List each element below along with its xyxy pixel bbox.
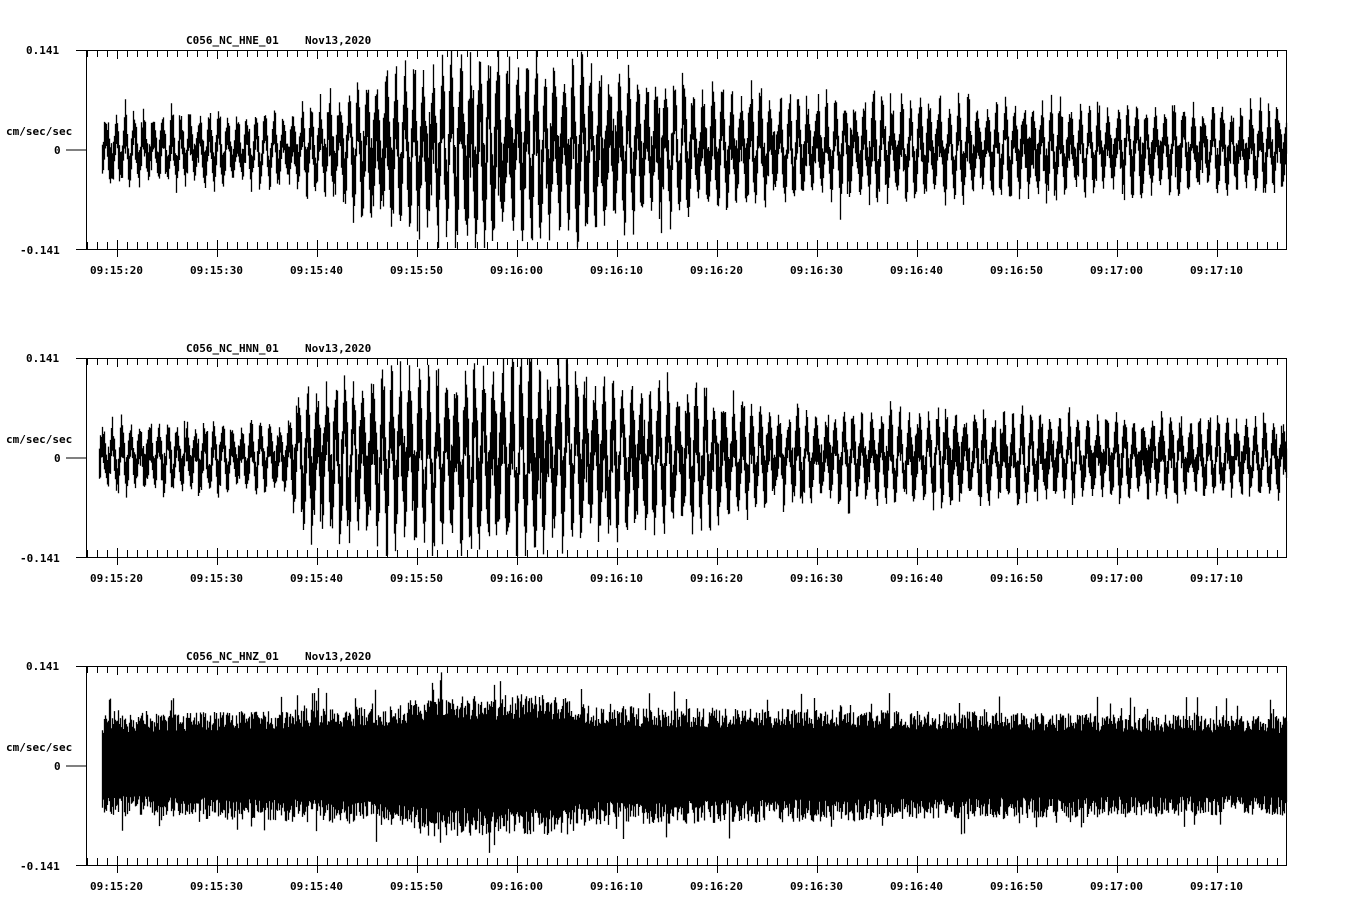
y-tick-zero: 0 <box>54 452 61 465</box>
plot-panel-hnz: C056_NC_HNZ_01 Nov13,2020 0.141 cm/sec/s… <box>0 616 1358 924</box>
plot-title-date: Nov13,2020 <box>305 650 372 663</box>
x-tick-label: 09:16:40 <box>890 264 943 277</box>
x-tick-label: 09:16:50 <box>990 572 1043 585</box>
plot-title-station: C056_NC_HNE_01 <box>186 34 279 47</box>
plot-hnz <box>66 666 1288 873</box>
plot-hne <box>66 50 1288 257</box>
y-axis-label: cm/sec/sec <box>6 125 73 138</box>
x-tick-label: 09:16:40 <box>890 572 943 585</box>
x-tick-label: 09:15:40 <box>290 880 343 893</box>
x-tick-label: 09:15:20 <box>90 880 143 893</box>
y-axis-label: cm/sec/sec <box>6 433 73 446</box>
x-tick-label: 09:16:30 <box>790 264 843 277</box>
y-tick-min: -0.141 <box>20 860 60 873</box>
x-tick-label: 09:16:50 <box>990 880 1043 893</box>
x-tick-label: 09:15:20 <box>90 264 143 277</box>
x-tick-label: 09:16:20 <box>690 880 743 893</box>
x-tick-label: 09:17:00 <box>1090 264 1143 277</box>
x-tick-label: 09:16:10 <box>590 572 643 585</box>
y-axis-label: cm/sec/sec <box>6 741 73 754</box>
x-tick-label: 09:17:10 <box>1190 880 1243 893</box>
x-tick-label: 09:15:20 <box>90 572 143 585</box>
x-tick-label: 09:15:50 <box>390 880 443 893</box>
x-tick-label: 09:15:40 <box>290 264 343 277</box>
plot-panel-hne: C056_NC_HNE_01 Nov13,2020 0.141 cm/sec/s… <box>0 0 1358 308</box>
x-tick-label: 09:16:10 <box>590 264 643 277</box>
plot-title-station: C056_NC_HNZ_01 <box>186 650 279 663</box>
x-tick-label: 09:17:00 <box>1090 880 1143 893</box>
x-tick-label: 09:15:50 <box>390 572 443 585</box>
plot-title-date: Nov13,2020 <box>305 34 372 47</box>
y-tick-min: -0.141 <box>20 552 60 565</box>
x-tick-label: 09:15:30 <box>190 572 243 585</box>
plot-title-date: Nov13,2020 <box>305 342 372 355</box>
waveform-trace <box>101 51 1288 248</box>
y-tick-max: 0.141 <box>26 660 60 673</box>
x-tick-label: 09:15:30 <box>190 880 243 893</box>
y-tick-min: -0.141 <box>20 244 60 257</box>
y-tick-max: 0.141 <box>26 44 60 57</box>
x-tick-label: 09:16:50 <box>990 264 1043 277</box>
y-tick-zero: 0 <box>54 760 61 773</box>
y-tick-max: 0.141 <box>26 352 60 365</box>
x-tick-label: 09:17:10 <box>1190 572 1243 585</box>
x-tick-label: 09:16:00 <box>490 264 543 277</box>
x-tick-label: 09:16:30 <box>790 572 843 585</box>
waveform-trace <box>101 672 1288 853</box>
waveform-trace <box>98 359 1288 556</box>
plot-title-station: C056_NC_HNN_01 <box>186 342 279 355</box>
x-tick-label: 09:16:40 <box>890 880 943 893</box>
plot-hnn <box>66 358 1288 565</box>
x-tick-label: 09:16:30 <box>790 880 843 893</box>
y-tick-zero: 0 <box>54 144 61 157</box>
x-tick-label: 09:16:20 <box>690 264 743 277</box>
x-tick-label: 09:16:00 <box>490 572 543 585</box>
plot-panel-hnn: C056_NC_HNN_01 Nov13,2020 0.141 cm/sec/s… <box>0 308 1358 616</box>
x-tick-label: 09:16:10 <box>590 880 643 893</box>
x-tick-label: 09:15:50 <box>390 264 443 277</box>
x-tick-label: 09:17:00 <box>1090 572 1143 585</box>
x-tick-label: 09:17:10 <box>1190 264 1243 277</box>
x-tick-label: 09:16:20 <box>690 572 743 585</box>
x-tick-label: 09:15:40 <box>290 572 343 585</box>
x-tick-label: 09:15:30 <box>190 264 243 277</box>
x-tick-label: 09:16:00 <box>490 880 543 893</box>
